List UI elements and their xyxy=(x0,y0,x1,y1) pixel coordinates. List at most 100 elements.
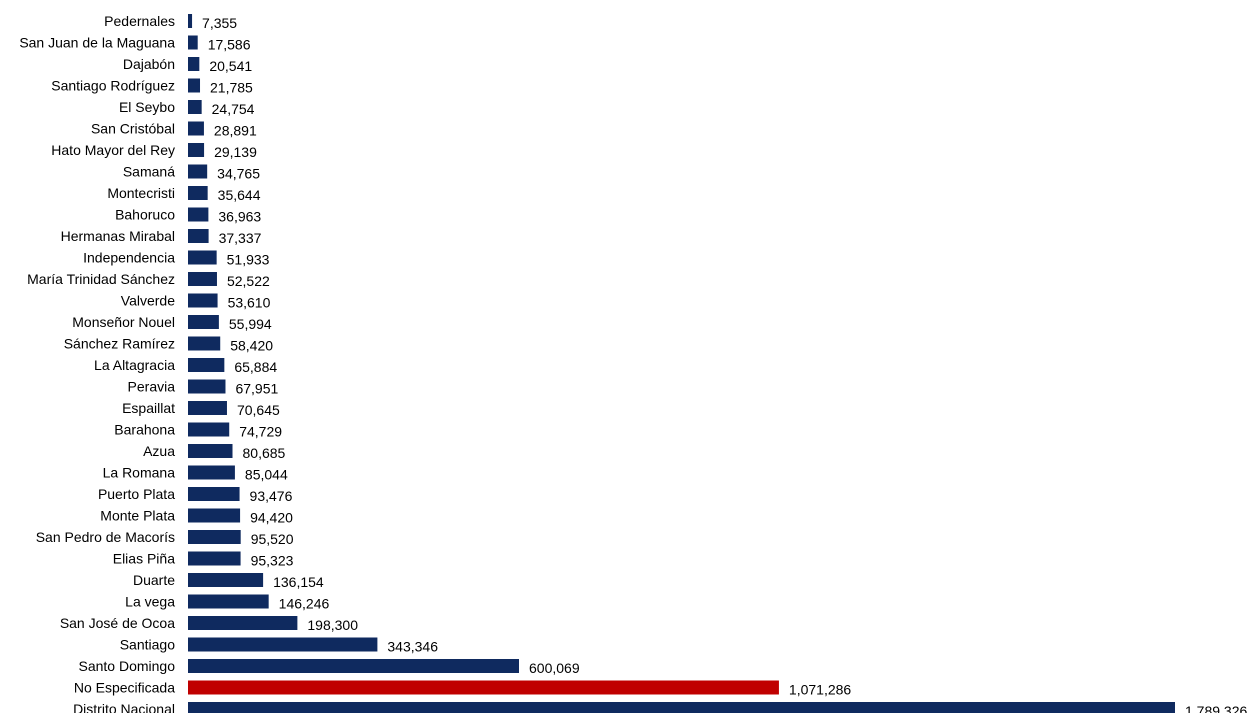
category-label-santiago: Santiago xyxy=(120,637,175,653)
value-label-sanchez-ramirez: 58,420 xyxy=(230,338,273,354)
category-label-pedernales: Pedernales xyxy=(104,13,175,29)
value-label-pedernales: 7,355 xyxy=(202,15,237,31)
category-label-sanchez-ramirez: Sánchez Ramírez xyxy=(64,336,175,352)
bar-azua xyxy=(188,444,233,458)
bar-samana xyxy=(188,164,208,179)
category-label-elias-pina: Elias Piña xyxy=(113,551,175,567)
bar-monsenor-nouel xyxy=(188,315,219,329)
bar-elias-pina xyxy=(188,551,241,566)
value-label-no-especificada: 1,071,286 xyxy=(789,682,851,698)
category-label-maria-trinidad-sanchez: María Trinidad Sánchez xyxy=(27,271,175,287)
bar-monte-plata xyxy=(188,508,241,523)
bar-espaillat xyxy=(188,401,227,415)
category-label-samana: Samaná xyxy=(123,164,175,180)
category-label-san-juan-de-la-maguana: San Juan de la Maguana xyxy=(19,35,175,51)
category-label-la-altagracia: La Altagracia xyxy=(94,357,175,373)
category-label-dajabon: Dajabón xyxy=(123,56,175,72)
bar-sanchez-ramirez xyxy=(188,336,221,351)
value-label-montecristi: 35,644 xyxy=(218,187,261,203)
category-label-monte-plata: Monte Plata xyxy=(100,508,175,524)
bar-la-vega xyxy=(188,594,269,609)
value-label-espaillat: 70,645 xyxy=(237,402,280,418)
bar-valverde xyxy=(188,293,218,308)
category-labels: Pedernales San Juan de la Maguana Dajabón S… xyxy=(19,13,175,713)
value-label-santiago-rodriguez: 21,785 xyxy=(210,80,253,96)
category-label-valverde: Valverde xyxy=(121,293,175,309)
value-label-maria-trinidad-sanchez: 52,522 xyxy=(227,273,270,289)
category-label-montecristi: Montecristi xyxy=(107,185,175,201)
category-label-san-cristobal: San Cristóbal xyxy=(91,121,175,137)
category-label-azua: Azua xyxy=(143,443,175,459)
category-label-el-seybo: El Seybo xyxy=(119,99,175,115)
category-label-san-jose-de-ocoa: San José de Ocoa xyxy=(60,615,175,631)
bar-hato-mayor-del-rey xyxy=(188,143,205,157)
value-label-elias-pina: 95,323 xyxy=(251,553,294,569)
value-label-hato-mayor-del-rey: 29,139 xyxy=(214,144,257,160)
value-label-san-cristobal: 28,891 xyxy=(214,123,257,139)
bar-duarte xyxy=(188,573,264,587)
bar-hermanas-mirabal xyxy=(188,229,209,243)
bar-maria-trinidad-sanchez xyxy=(188,272,217,286)
category-label-hermanas-mirabal: Hermanas Mirabal xyxy=(61,228,175,244)
category-label-san-pedro-de-macoris: San Pedro de Macorís xyxy=(36,529,175,545)
bar-santiago xyxy=(188,637,378,652)
value-labels: 7,355 17,586 20,541 21,785 24,754 28,891 29,13… xyxy=(202,15,1247,713)
value-label-duarte: 136,154 xyxy=(273,574,324,590)
bar-el-seybo xyxy=(188,100,202,114)
category-label-barahona: Barahona xyxy=(114,422,175,438)
value-label-el-seybo: 24,754 xyxy=(212,101,255,117)
bar-dajabon xyxy=(188,57,200,71)
category-label-monsenor-nouel: Monseñor Nouel xyxy=(72,314,175,330)
value-label-distrito-nacional: 1,789,326 xyxy=(1185,703,1247,713)
value-label-dajabon: 20,541 xyxy=(209,58,252,74)
bar-no-especificada xyxy=(188,680,779,695)
value-label-monte-plata: 94,420 xyxy=(250,510,293,526)
bar-san-pedro-de-macoris xyxy=(188,530,241,544)
category-label-la-vega: La vega xyxy=(125,594,175,610)
bar-montecristi xyxy=(188,186,208,200)
value-label-samana: 34,765 xyxy=(217,166,260,182)
value-label-santiago: 343,346 xyxy=(387,639,438,655)
category-label-puerto-plata: Puerto Plata xyxy=(98,486,175,502)
value-label-santo-domingo: 600,069 xyxy=(529,660,580,676)
value-label-la-vega: 146,246 xyxy=(279,596,330,612)
value-label-independencia: 51,933 xyxy=(227,252,270,268)
bar-peravia xyxy=(188,379,226,394)
category-label-distrito-nacional: Distrito Nacional xyxy=(73,701,175,713)
value-label-puerto-plata: 93,476 xyxy=(250,488,293,504)
value-label-valverde: 53,610 xyxy=(228,295,271,311)
bar-pedernales xyxy=(188,14,193,28)
bar-independencia xyxy=(188,250,217,265)
category-label-espaillat: Espaillat xyxy=(122,400,175,416)
category-label-hato-mayor-del-rey: Hato Mayor del Rey xyxy=(51,142,175,158)
category-label-santo-domingo: Santo Domingo xyxy=(78,658,175,674)
bar-san-jose-de-ocoa xyxy=(188,616,298,630)
category-label-santiago-rodriguez: Santiago Rodríguez xyxy=(51,78,175,94)
bar-distrito-nacional xyxy=(188,702,1175,713)
value-label-barahona: 74,729 xyxy=(239,424,282,440)
bar-santiago-rodriguez xyxy=(188,78,201,93)
value-label-monsenor-nouel: 55,994 xyxy=(229,316,272,332)
value-label-la-romana: 85,044 xyxy=(245,467,288,483)
value-label-peravia: 67,951 xyxy=(235,381,278,397)
value-label-la-altagracia: 65,884 xyxy=(234,359,277,375)
value-label-san-juan-de-la-maguana: 17,586 xyxy=(208,37,251,53)
category-label-independencia: Independencia xyxy=(83,250,175,266)
bar-la-altagracia xyxy=(188,358,225,372)
value-label-bahoruco: 36,963 xyxy=(218,209,261,225)
category-label-duarte: Duarte xyxy=(133,572,175,588)
category-label-no-especificada: No Especificada xyxy=(74,680,175,696)
value-label-hermanas-mirabal: 37,337 xyxy=(219,230,262,246)
bar-bahoruco xyxy=(188,207,209,222)
value-label-azua: 80,685 xyxy=(243,445,286,461)
bar-puerto-plata xyxy=(188,487,240,501)
value-label-san-jose-de-ocoa: 198,300 xyxy=(307,617,358,633)
bars xyxy=(188,14,1175,713)
bar-barahona xyxy=(188,422,230,437)
bar-santo-domingo xyxy=(188,659,520,673)
value-label-san-pedro-de-macoris: 95,520 xyxy=(251,531,294,547)
category-label-la-romana: La Romana xyxy=(103,465,176,481)
bar-la-romana xyxy=(188,465,235,480)
bar-san-juan-de-la-maguana xyxy=(188,35,198,50)
